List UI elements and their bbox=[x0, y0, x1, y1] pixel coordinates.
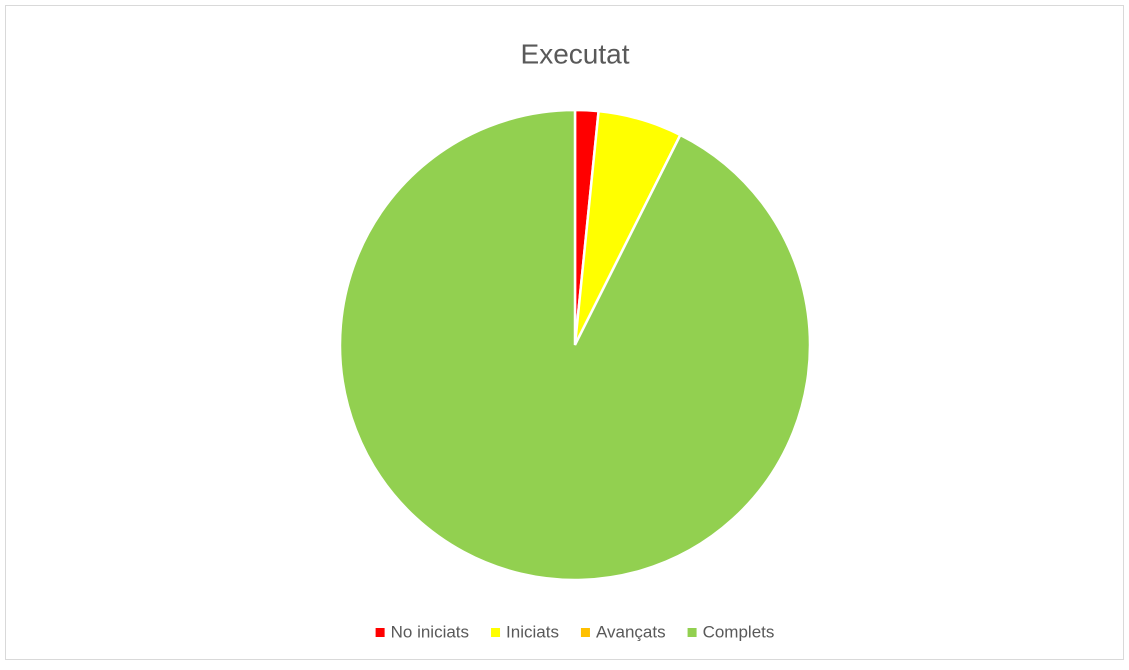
legend-label: No iniciats bbox=[391, 622, 469, 641]
legend-swatch bbox=[375, 628, 385, 637]
legend-label: Complets bbox=[703, 622, 775, 641]
legend-swatch bbox=[687, 628, 697, 637]
legend-swatch bbox=[580, 628, 590, 637]
legend-swatch bbox=[491, 628, 501, 637]
legend-label: Iniciats bbox=[506, 622, 559, 641]
chart-title: Executat bbox=[521, 38, 630, 69]
pie-slice bbox=[338, 108, 812, 582]
legend-label: Avançats bbox=[596, 622, 666, 641]
